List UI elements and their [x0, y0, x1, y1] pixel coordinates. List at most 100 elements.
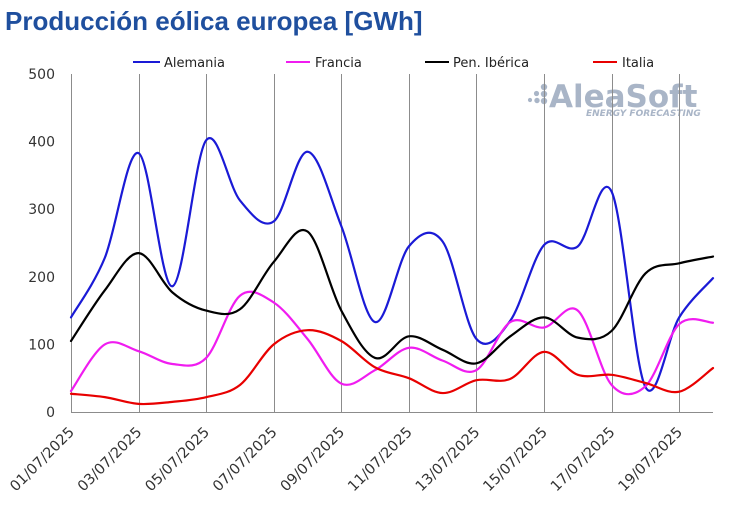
- data-point-alemania: [710, 275, 716, 281]
- series-line-italia: [69, 329, 715, 406]
- data-point-pen-iberica: [372, 355, 378, 361]
- legend-label-italia: Italia: [622, 56, 654, 71]
- legend-item-italia: Italia: [593, 56, 654, 71]
- data-point-alemania: [372, 319, 378, 325]
- data-point-francia: [271, 299, 277, 305]
- data-point-pen-iberica: [642, 270, 648, 276]
- data-point-pen-iberica: [406, 333, 412, 339]
- x-tick-label: 13/07/2025: [413, 425, 483, 495]
- series-line-alemania: [69, 136, 715, 392]
- y-tick-label: 400: [28, 135, 55, 151]
- data-point-pen-iberica: [271, 259, 277, 265]
- y-tick-label: 200: [28, 270, 55, 286]
- data-point-pen-iberica: [237, 306, 243, 312]
- legend-label-pen-iberica: Pen. Ibérica: [453, 56, 529, 71]
- series-pen-iberica: [68, 228, 715, 366]
- data-point-italia: [372, 364, 378, 370]
- data-point-italia: [642, 380, 648, 386]
- y-axis: 0 100 200 300 400 500: [28, 67, 55, 421]
- series-line-pen-iberica: [69, 228, 715, 365]
- data-point-pen-iberica: [541, 314, 547, 320]
- data-point-alemania: [305, 149, 311, 155]
- data-point-alemania: [440, 239, 446, 245]
- data-point-alemania: [541, 242, 547, 248]
- data-point-francia: [102, 341, 108, 347]
- x-tick-label: 07/07/2025: [210, 425, 280, 495]
- x-tick-label: 09/07/2025: [278, 425, 348, 495]
- data-point-italia: [440, 390, 446, 396]
- legend: Alemania Francia Pen. Ibérica Italia: [133, 56, 654, 71]
- data-point-italia: [710, 365, 716, 371]
- data-point-alemania: [473, 336, 479, 342]
- data-point-pen-iberica: [575, 335, 581, 341]
- data-point-francia: [136, 348, 142, 354]
- data-point-francia: [338, 381, 344, 387]
- y-tick-label: 300: [28, 202, 55, 218]
- data-point-italia: [237, 382, 243, 388]
- data-point-pen-iberica: [169, 289, 175, 295]
- gridlines: [71, 74, 713, 413]
- data-point-francia: [710, 320, 716, 326]
- x-tick-label: 11/07/2025: [345, 425, 415, 495]
- x-tick-label: 15/07/2025: [480, 425, 550, 495]
- data-point-pen-iberica: [136, 250, 142, 256]
- legend-item-pen-iberica: Pen. Ibérica: [425, 56, 529, 71]
- data-point-francia: [541, 325, 547, 331]
- data-point-pen-iberica: [440, 347, 446, 353]
- x-tick-label: 19/07/2025: [616, 425, 686, 495]
- data-point-pen-iberica: [473, 360, 479, 366]
- series-line-francia: [69, 290, 715, 396]
- data-point-alemania: [609, 189, 615, 195]
- x-tick-label: 05/07/2025: [143, 425, 213, 495]
- data-point-francia: [609, 382, 615, 388]
- data-point-italia: [136, 401, 142, 407]
- data-point-alemania: [203, 137, 209, 143]
- data-point-francia: [237, 293, 243, 299]
- aleasoft-watermark: AleaSoft ENERGY FORECASTING: [527, 79, 701, 119]
- y-tick-label: 100: [28, 337, 55, 353]
- data-point-alemania: [406, 243, 412, 249]
- series-alemania: [69, 136, 716, 392]
- logo-dot: [533, 90, 540, 97]
- y-tick-label: 500: [28, 67, 55, 83]
- data-point-pen-iberica: [676, 260, 682, 266]
- data-point-alemania: [338, 223, 344, 229]
- data-point-italia: [609, 372, 615, 378]
- data-point-francia: [169, 361, 175, 367]
- x-tick-label: 01/07/2025: [7, 425, 77, 495]
- data-point-italia: [102, 394, 108, 400]
- x-axis: 01/07/202503/07/202505/07/202507/07/2025…: [7, 425, 686, 495]
- watermark-tagline: ENERGY FORECASTING: [586, 109, 701, 119]
- legend-label-alemania: Alemania: [164, 56, 225, 71]
- logo-dot: [527, 97, 533, 103]
- data-point-francia: [305, 336, 311, 342]
- data-point-pen-iberica: [305, 229, 311, 235]
- x-tick-label: 03/07/2025: [75, 425, 145, 495]
- plot-area: [68, 136, 716, 407]
- x-tick-label: 17/07/2025: [548, 425, 618, 495]
- data-point-italia: [203, 394, 209, 400]
- data-point-italia: [676, 389, 682, 395]
- legend-item-francia: Francia: [286, 56, 362, 71]
- data-point-francia: [473, 367, 479, 373]
- data-point-francia: [406, 345, 412, 351]
- data-point-pen-iberica: [203, 308, 209, 314]
- series-francia: [69, 290, 716, 396]
- chart-title: Producción eólica europea [GWh]: [5, 6, 423, 36]
- data-point-italia: [541, 349, 547, 355]
- data-point-italia: [68, 391, 74, 397]
- legend-item-alemania: Alemania: [133, 56, 225, 71]
- data-point-italia: [406, 375, 412, 381]
- data-point-pen-iberica: [68, 338, 74, 344]
- data-point-italia: [305, 327, 311, 333]
- data-point-alemania: [102, 255, 108, 261]
- data-point-alemania: [271, 218, 277, 224]
- data-point-francia: [507, 319, 513, 325]
- data-point-italia: [169, 399, 175, 405]
- watermark-brand: AleaSoft: [549, 79, 698, 115]
- data-point-alemania: [575, 243, 581, 249]
- data-point-italia: [338, 338, 344, 344]
- y-tick-label: 0: [46, 405, 55, 421]
